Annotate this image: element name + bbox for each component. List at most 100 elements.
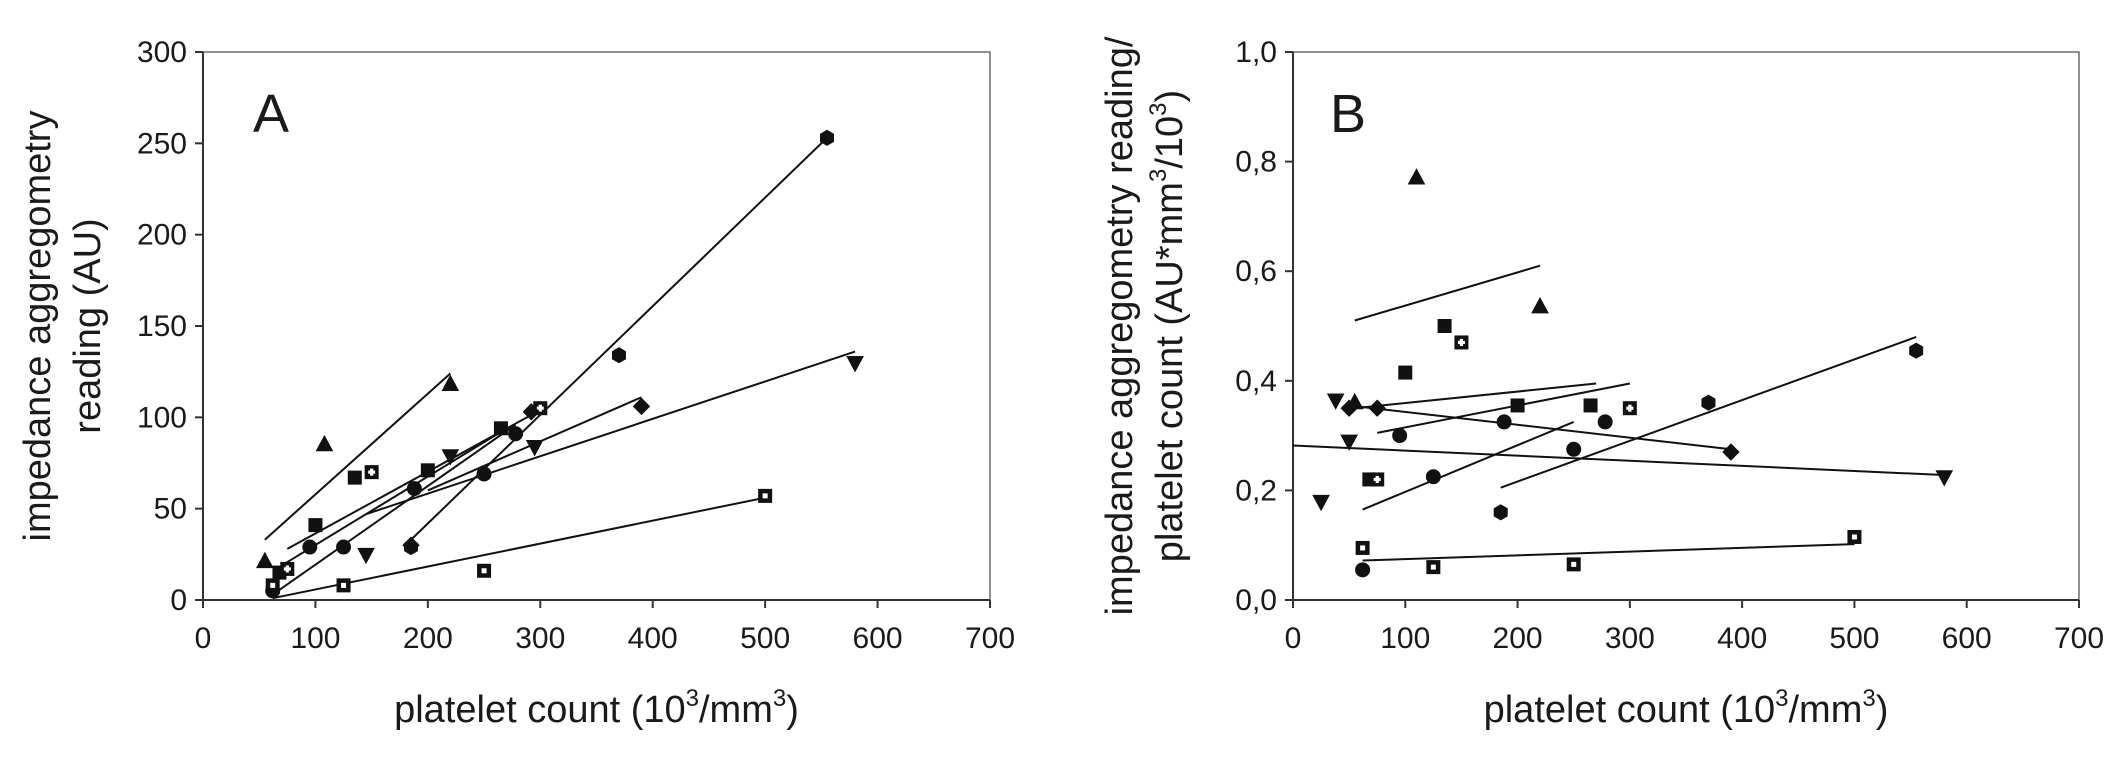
x-tick-label: 400	[1717, 622, 1767, 655]
x-tick-label: 100	[1380, 622, 1430, 655]
data-point-hexagon	[819, 129, 834, 146]
marker-cross-h	[283, 567, 291, 571]
fit-line-diamond	[1349, 404, 1732, 451]
marker-cross-h	[1626, 406, 1634, 410]
data-point-hexagon	[1701, 394, 1716, 411]
marker-cross-h	[536, 406, 544, 410]
data-point-diamond	[1340, 399, 1358, 417]
data-point-dotted-square	[1355, 540, 1370, 555]
data-point-down-triangle	[441, 449, 460, 466]
x-ticks: 0 100 200 300 400 500 600 700	[195, 600, 1015, 655]
data-point-down-triangle	[1312, 494, 1330, 512]
marker-dot	[1430, 564, 1436, 570]
y-tick-label: 300	[137, 36, 187, 69]
data-point-dotted-square	[1566, 557, 1581, 572]
series-hexagon	[403, 129, 834, 556]
plot-area-frame	[202, 51, 991, 601]
data-point-circle	[406, 481, 422, 497]
y-axis-label-line: impedance aggregometry reading/	[1099, 36, 1141, 615]
marker-dot	[1571, 561, 1577, 567]
series-hexagon	[1493, 336, 1924, 521]
x-tick-label: 700	[2054, 622, 2104, 655]
x-tick-label: 500	[740, 622, 790, 655]
data-point-square	[308, 518, 323, 533]
data-point-dotted-square	[265, 578, 280, 593]
x-tick-label: 600	[1942, 622, 1992, 655]
x-axis-label: platelet count (103/mm3)	[1484, 685, 1889, 731]
data-point-diamond	[1368, 399, 1386, 417]
series-diamond	[1340, 399, 1740, 461]
data-point-hexagon	[1909, 342, 1924, 359]
data-point-circle	[1425, 469, 1441, 485]
marker-cross-h	[1373, 477, 1381, 482]
y-axis-label-line: platelet count (AU*mm3/103)	[1145, 90, 1191, 562]
x-tick-label: 100	[290, 622, 340, 655]
y-tick-label: 50	[154, 493, 187, 526]
fit-line-diamond	[427, 396, 642, 492]
data-point-dotted-square	[758, 488, 773, 503]
y-tick-label: 0	[170, 584, 187, 617]
x-axis-label: platelet count (103/mm3)	[394, 685, 799, 731]
data-point-triangle	[441, 374, 460, 391]
x-tick-label: 300	[515, 622, 565, 655]
data-point-circle	[302, 539, 318, 555]
marker-cross-h	[368, 470, 376, 474]
data-point-triangle	[1407, 168, 1426, 185]
series-square	[1354, 319, 1598, 487]
data-point-circle	[336, 539, 352, 555]
data-point-dotted-square	[1426, 560, 1441, 575]
x-tick-label: 200	[403, 622, 453, 655]
y-axis-label-line: reading (AU)	[67, 218, 109, 433]
fit-line-dotted-square	[1362, 543, 1855, 562]
chart-panel-b: 0 100 200 300 400 500 600 700 0,0 0,2 0,4 0,6 0,8 1,0…	[1099, 36, 2104, 731]
data-point-down-triangle	[846, 356, 864, 373]
y-tick-label: 0,0	[1235, 584, 1277, 617]
data-point-circle	[1392, 428, 1408, 444]
x-tick-label: 700	[965, 622, 1015, 655]
data-point-open-square	[1454, 335, 1469, 350]
data-point-dotted-square	[1847, 529, 1862, 544]
y-tick-label: 0,6	[1235, 255, 1277, 288]
data-point-square	[347, 470, 362, 485]
marker-dot	[270, 582, 276, 588]
data-point-down-triangle	[1340, 434, 1358, 451]
data-point-circle	[1355, 562, 1371, 578]
marker-cross-h	[1457, 340, 1465, 345]
y-axis-label-line: impedance aggregometry	[17, 111, 59, 542]
marker-dot	[762, 493, 768, 499]
data-point-dotted-square	[477, 563, 492, 578]
y-ticks: 0 50 100 150 200 250 300	[137, 36, 203, 617]
x-tick-label: 0	[1285, 622, 1302, 655]
series-open-square	[280, 401, 548, 576]
x-tick-label: 500	[1829, 622, 1879, 655]
data-point-hexagon	[1493, 504, 1508, 521]
data-point-square	[1437, 319, 1452, 333]
fit-line-down-triangle	[1292, 444, 1945, 477]
data-point-circle	[1566, 441, 1582, 457]
series-triangle	[255, 372, 460, 569]
data-point-hexagon	[403, 538, 418, 556]
y-axis-label: impedance aggregometry reading (AU)	[17, 111, 109, 542]
series-dotted-square	[265, 488, 773, 600]
x-tick-label: 200	[1493, 622, 1543, 655]
data-point-triangle	[255, 551, 274, 569]
data-point-down-triangle	[1935, 470, 1954, 487]
series-open-square	[1370, 335, 1637, 487]
data-point-diamond	[522, 403, 540, 421]
data-point-open-square	[280, 561, 295, 576]
y-axis-label: impedance aggregometry reading/platelet …	[1099, 36, 1191, 615]
data-point-open-square	[364, 465, 379, 480]
marker-dot	[1360, 545, 1366, 551]
fit-line-open-square	[1377, 382, 1631, 434]
x-tick-label: 400	[628, 622, 678, 655]
data-point-triangle	[315, 434, 334, 452]
fit-line-hexagon	[410, 137, 828, 541]
fit-line-dotted-square	[272, 496, 766, 600]
series-down-triangle	[1292, 393, 1954, 512]
series-down-triangle	[357, 350, 864, 565]
fit-line-triangle	[264, 372, 452, 541]
chart-panel-a: 0 100 200 300 400 500 600 700 0 50 100 150 200 250 300…	[17, 36, 1015, 731]
x-tick-label: 300	[1605, 622, 1655, 655]
series-triangle	[1345, 168, 1549, 410]
